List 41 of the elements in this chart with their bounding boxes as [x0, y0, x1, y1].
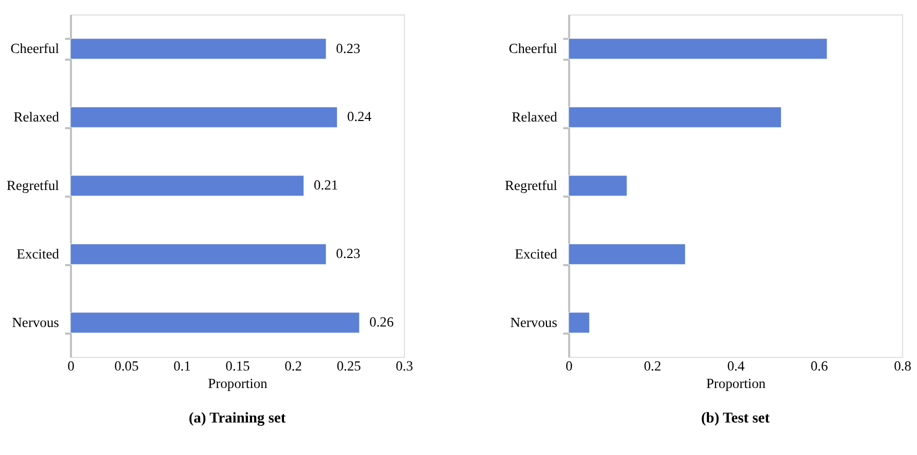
y-tick-label: Cheerful [10, 42, 60, 58]
x-tick-label: 0.05 [114, 359, 139, 374]
bar [70, 244, 326, 265]
bar [568, 106, 782, 128]
data-label: 0.24 [347, 110, 372, 126]
data-label: 0.23 [336, 247, 360, 262]
x-tick-label: 0.4 [727, 359, 745, 374]
x-tick-label: 0.1 [173, 359, 191, 374]
x-tick-label: 0 [566, 359, 573, 374]
data-label: 0.23 [336, 42, 360, 57]
bar [70, 38, 326, 60]
y-tick-label: Excited [16, 248, 60, 263]
y-tick-label: Nervous [12, 316, 60, 332]
data-label: 0.26 [369, 316, 394, 331]
bar [568, 312, 590, 334]
bar [568, 244, 686, 265]
y-tick-label: Relaxed [14, 110, 60, 126]
y-tick-label: Excited [514, 248, 558, 263]
x-axis-title: Proportion [208, 377, 268, 392]
x-tick-label: 0.6 [810, 359, 828, 374]
text: (b) Test set [701, 410, 770, 426]
y-tick-label: Cheerful [508, 42, 558, 58]
x-tick-label: 0 [67, 359, 74, 374]
x-tick-label: 0.8 [894, 359, 912, 374]
y-tick-label: Regretful [6, 179, 60, 194]
x-tick-label: 0.2 [284, 359, 302, 374]
y-tick-label: Relaxed [512, 110, 558, 126]
text: (a) Training set [188, 410, 286, 426]
x-tick-label: 0.3 [396, 359, 414, 374]
y-tick-label: Nervous [510, 316, 558, 332]
y-tick-label: Regretful [504, 179, 558, 194]
data-label: 0.21 [314, 178, 338, 194]
bar [70, 106, 338, 128]
bar [568, 175, 628, 196]
x-tick-label: 0.25 [336, 359, 362, 374]
x-tick-label: 0.15 [226, 359, 250, 374]
bar [70, 175, 304, 196]
x-axis-title: Proportion [706, 377, 766, 392]
x-tick-label: 0.2 [644, 359, 662, 374]
bar [568, 38, 828, 60]
bar [70, 312, 360, 334]
